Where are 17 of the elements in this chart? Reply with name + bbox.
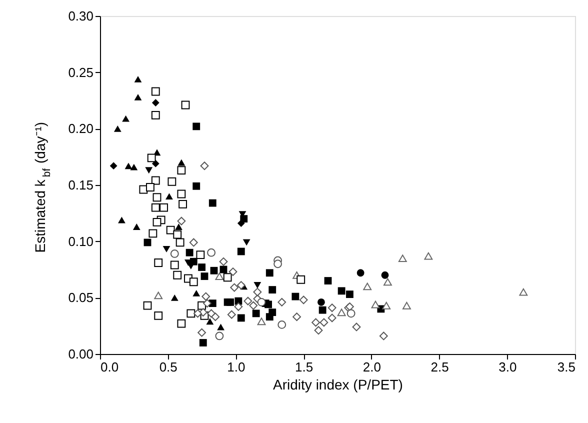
y-tick-label: 0.10 <box>68 234 94 249</box>
x-tick-label: 2.5 <box>430 360 449 374</box>
x-tick-label: 3.0 <box>498 360 517 374</box>
y-tick-label: 0.30 <box>68 8 94 24</box>
y-axis-title: Estimated kbf (day⁻¹) <box>32 122 53 253</box>
x-tick-label: 3.5 <box>557 360 576 374</box>
x-axis-title: Aridity index (P/PET) <box>273 376 403 392</box>
x-tick-label: 2.0 <box>362 360 381 374</box>
x-tick-label: 1.5 <box>295 360 314 374</box>
x-tick-label: 1.0 <box>227 360 246 374</box>
y-tick-label: 0.05 <box>68 290 94 306</box>
x-tick-label: 0.5 <box>159 360 178 374</box>
x-tick-label: 0.0 <box>100 360 119 374</box>
y-tick-label: 0.15 <box>68 178 94 192</box>
y-tick-label: 0.20 <box>68 121 94 136</box>
y-tick-label: 0.25 <box>68 64 94 80</box>
y-tick-label: 0.00 <box>68 346 94 362</box>
